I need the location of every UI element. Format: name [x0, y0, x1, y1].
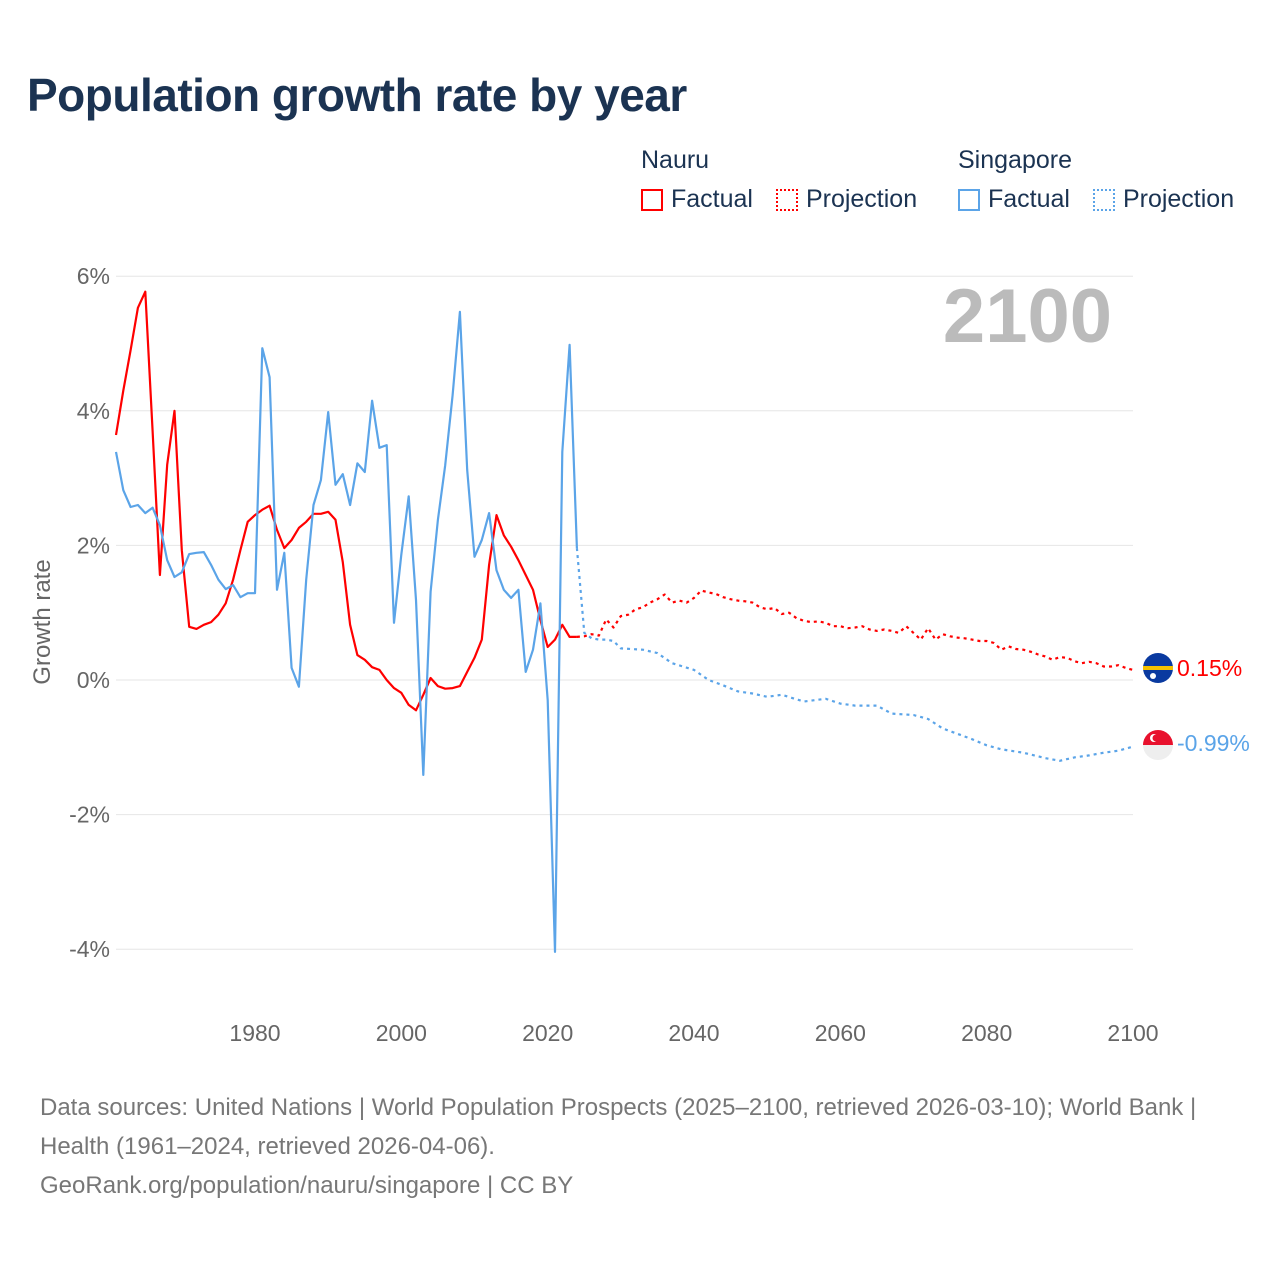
singapore-end-label: -0.99% [1177, 730, 1250, 756]
y-tick-label: 0% [77, 667, 110, 693]
x-tick-label: 2020 [522, 1020, 573, 1046]
legend-swatch [641, 188, 663, 211]
y-tick-label: 2% [77, 532, 110, 558]
legend-singapore-factual[interactable]: Factual [958, 185, 1070, 214]
y-axis-label: Growth rate [29, 559, 56, 684]
legend-label: Projection [1122, 185, 1235, 213]
series-line-singapore-factual [114, 310, 578, 953]
data-sources: Data sources: United Nations | World Pop… [40, 1094, 1197, 1160]
x-tick-label: 2040 [668, 1020, 719, 1046]
legend-swatch [958, 188, 980, 211]
x-tick-label: 2100 [1107, 1020, 1158, 1046]
series-line-nauru-projection [576, 589, 1134, 671]
chart-title: Population growth rate by year [27, 69, 687, 121]
nauru-flag-icon [1143, 653, 1173, 683]
legend-singapore: Singapore Factual Projection [958, 146, 1250, 218]
x-tick-label: 2000 [376, 1020, 427, 1046]
x-tick-label: 2060 [815, 1020, 866, 1046]
legend-label: Factual [671, 185, 753, 213]
x-tick-label: 1980 [229, 1020, 280, 1046]
legend-singapore-projection[interactable]: Projection [1092, 185, 1235, 214]
x-tick-label: 2080 [961, 1020, 1012, 1046]
legend-label: Projection [805, 185, 918, 213]
year-indicator: 2100 [943, 274, 1112, 359]
legend-group-name: Singapore [958, 146, 1072, 174]
nauru-end-label: 0.15% [1177, 655, 1242, 681]
y-tick-label: -2% [69, 802, 110, 828]
legend-group-name: Nauru [641, 146, 710, 174]
legend-nauru-projection[interactable]: Projection [775, 185, 918, 214]
legend-label: Factual [988, 185, 1070, 213]
series-line-nauru-factual [114, 290, 577, 712]
legend-nauru-factual[interactable]: Factual [641, 185, 753, 214]
credit-link[interactable]: GeoRank.org/population/nauru/singapore |… [40, 1172, 574, 1199]
legend-swatch [1092, 188, 1115, 211]
legend-swatch [775, 188, 798, 211]
y-tick-label: 6% [77, 263, 110, 289]
legend-nauru: Nauru Factual Projection [641, 146, 933, 218]
footer: Data sources: United Nations | World Pop… [40, 1088, 1240, 1205]
singapore-flag-icon [1143, 730, 1173, 760]
y-tick-label: 4% [77, 398, 110, 424]
series-line-singapore-projection [575, 548, 1134, 762]
y-tick-label: -4% [69, 936, 110, 962]
